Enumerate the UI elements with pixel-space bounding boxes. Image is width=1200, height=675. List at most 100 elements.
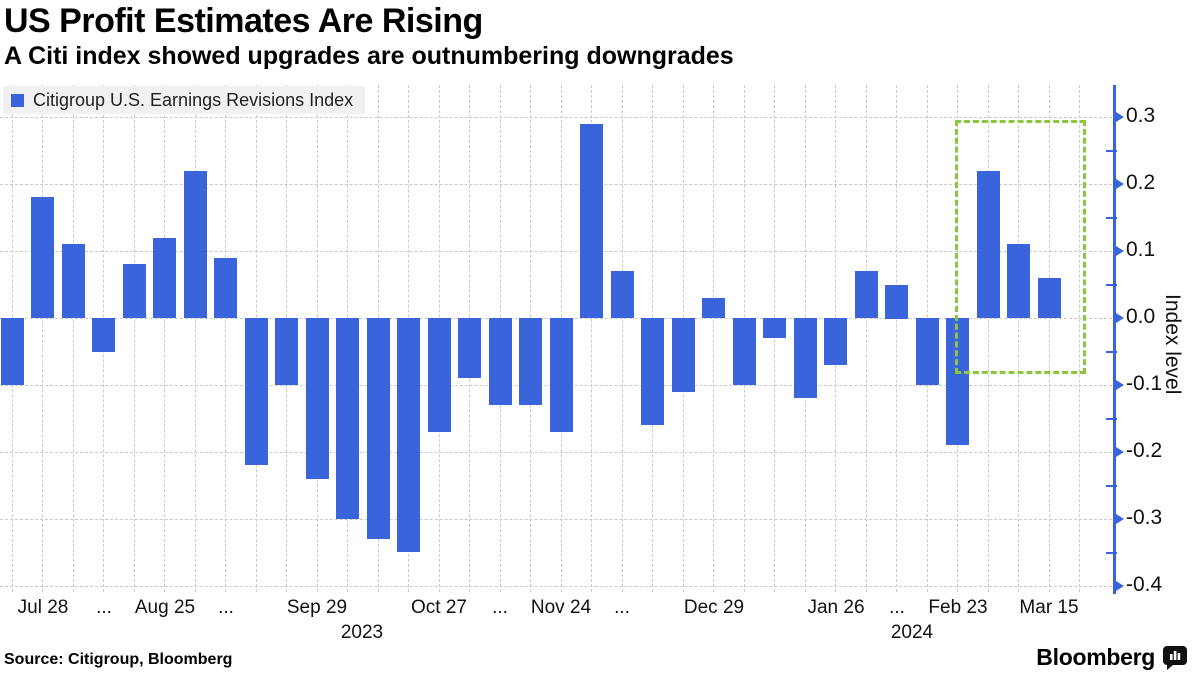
bar-week-dec-29 xyxy=(702,298,725,318)
source-text: Source: Citigroup, Bloomberg xyxy=(4,651,233,668)
bar-week-feb-16 xyxy=(916,318,939,385)
bar-week-mar-8 xyxy=(1007,244,1030,318)
x-tick-label: ... xyxy=(492,597,508,618)
bloomberg-wordmark: Bloomberg xyxy=(1036,644,1155,670)
page-title: US Profit Estimates Are Rising xyxy=(4,2,483,40)
vertical-gridline xyxy=(591,85,592,592)
x-tick-label: Dec 29 xyxy=(683,597,745,618)
bar-week-dec-22 xyxy=(672,318,695,392)
x-tick-label: Aug 25 xyxy=(134,597,196,618)
y-tick-label: 0.2 xyxy=(1126,171,1156,194)
bar-week-jan-5 xyxy=(733,318,756,385)
x-tick-label: ... xyxy=(218,597,234,618)
y-tick-minor xyxy=(1106,350,1117,353)
legend: Citigroup U.S. Earnings Revisions Index xyxy=(3,86,366,114)
vertical-gridline xyxy=(1079,85,1080,592)
bar-week-jan-19 xyxy=(794,318,817,398)
bar-week-dec-8 xyxy=(611,271,634,318)
x-tick-label: Jan 26 xyxy=(807,597,865,618)
bar-week-dec-15 xyxy=(641,318,664,425)
vertical-gridline xyxy=(194,85,196,592)
y-tick-label: 0.3 xyxy=(1126,104,1156,127)
bar-week-sep-29 xyxy=(306,318,329,479)
vertical-gridline xyxy=(865,85,867,592)
horizontal-gridline xyxy=(0,250,1112,252)
y-tick-label: -0.1 xyxy=(1126,372,1163,395)
y-tick-arrow xyxy=(1116,447,1124,457)
bar-week-jul-21 xyxy=(1,318,24,385)
vertical-gridline xyxy=(72,85,74,592)
vertical-gridline xyxy=(621,85,623,592)
bar-week-aug-18 xyxy=(123,264,146,318)
bar-week-sep-8 xyxy=(214,258,237,318)
bar-week-oct-6 xyxy=(336,318,359,519)
bar-week-nov-3 xyxy=(458,318,481,378)
x-tick-label: ... xyxy=(96,597,112,618)
legend-series-label: Citigroup U.S. Earnings Revisions Index xyxy=(33,89,354,110)
bar-week-feb-9 xyxy=(885,285,908,319)
y-tick-label: -0.4 xyxy=(1126,573,1163,596)
bar-week-oct-27 xyxy=(428,318,451,432)
bar-week-mar-15 xyxy=(1038,278,1061,318)
y-tick-minor xyxy=(1106,283,1117,286)
horizontal-gridline xyxy=(0,585,1112,587)
legend-series-swatch xyxy=(11,93,24,107)
y-tick-arrow xyxy=(1116,581,1124,591)
x-tick-label: Oct 27 xyxy=(411,597,467,618)
horizontal-gridline xyxy=(0,183,1112,185)
y-tick-label: 0.0 xyxy=(1126,305,1156,328)
bloomberg-bug-icon xyxy=(1163,646,1187,670)
bar-week-sep-22 xyxy=(275,318,298,385)
x-tick-label: Feb 23 xyxy=(928,597,988,618)
highlight-box xyxy=(955,120,1086,374)
year-label: 2024 xyxy=(890,622,934,643)
y-tick-arrow xyxy=(1116,313,1124,323)
y-tick-minor xyxy=(1106,216,1117,219)
bar-week-sep-1 xyxy=(184,171,207,318)
bar-week-aug-11 xyxy=(92,318,115,352)
bar-week-feb-2 xyxy=(855,271,878,318)
page-subtitle: A Citi index showed upgrades are outnumb… xyxy=(4,42,734,70)
vertical-gridline xyxy=(1048,85,1050,592)
x-tick-label: Jul 28 xyxy=(17,597,69,618)
bar-week-mar-1 xyxy=(977,171,1000,318)
y-tick-label: 0.1 xyxy=(1126,238,1156,261)
bar-week-dec-1 xyxy=(580,124,603,318)
bar-week-aug-25 xyxy=(153,238,176,318)
bar-week-oct-20 xyxy=(397,318,420,552)
x-tick-label: ... xyxy=(614,597,630,618)
y-tick-arrow xyxy=(1116,246,1124,256)
y-tick-label: -0.2 xyxy=(1126,439,1163,462)
vertical-gridline xyxy=(133,85,135,592)
y-tick-label: -0.3 xyxy=(1126,506,1163,529)
bar-week-nov-24 xyxy=(550,318,573,432)
bar-week-jan-12 xyxy=(763,318,786,338)
y-tick-minor xyxy=(1106,149,1117,152)
x-tick-label: Mar 15 xyxy=(1019,597,1079,618)
vertical-gridline xyxy=(896,85,897,592)
vertical-gridline xyxy=(164,85,165,592)
y-tick-arrow xyxy=(1116,514,1124,524)
bloomberg-logo: Bloomberg xyxy=(1036,644,1188,671)
horizontal-gridline xyxy=(0,451,1112,453)
bar-week-nov-17 xyxy=(519,318,542,405)
y-tick-minor xyxy=(1106,417,1117,420)
y-tick-arrow xyxy=(1116,179,1124,189)
y-tick-minor xyxy=(1106,551,1117,554)
y-axis-line xyxy=(1113,85,1116,594)
x-tick-label: Sep 29 xyxy=(286,597,348,618)
year-label: 2023 xyxy=(340,622,384,643)
vertical-gridline xyxy=(774,85,775,592)
y-tick-arrow xyxy=(1116,380,1124,390)
bar-week-oct-13 xyxy=(367,318,390,539)
y-axis-title: Index level xyxy=(1161,294,1184,395)
vertical-gridline xyxy=(987,85,989,592)
x-tick-label: ... xyxy=(889,597,905,618)
vertical-gridline xyxy=(1018,85,1019,592)
x-tick-label: Nov 24 xyxy=(530,597,592,618)
bar-week-sep-15 xyxy=(245,318,268,465)
y-tick-minor xyxy=(1106,484,1117,487)
horizontal-gridline xyxy=(0,116,1112,118)
